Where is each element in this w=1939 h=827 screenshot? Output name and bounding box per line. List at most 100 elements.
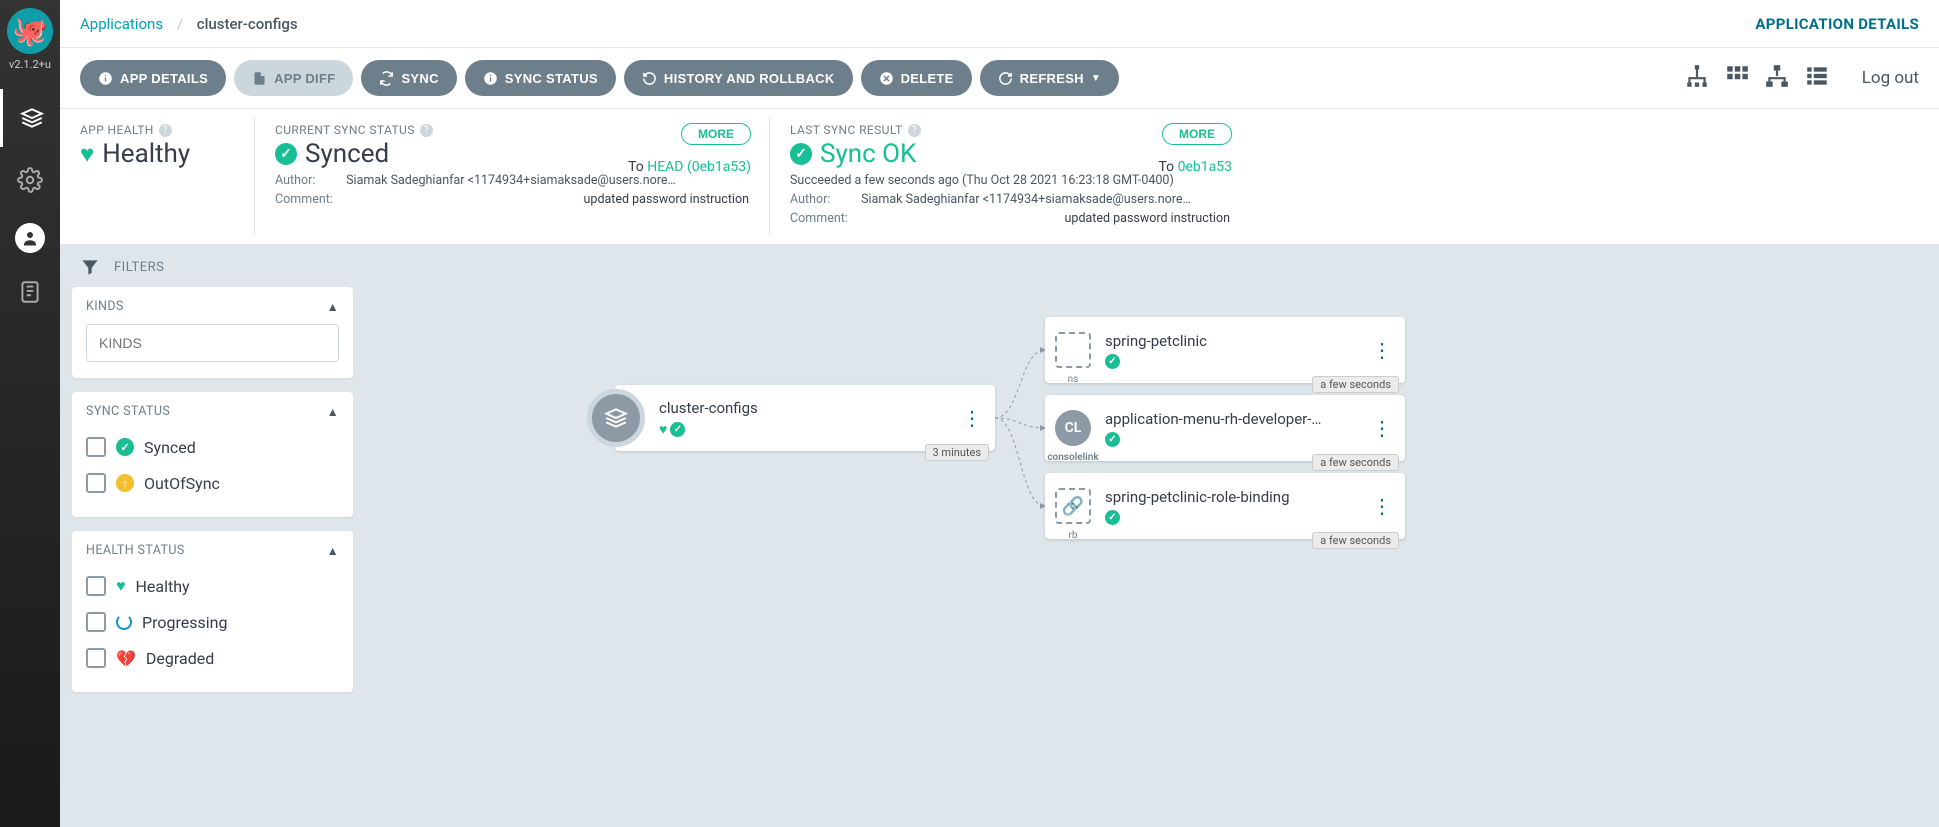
refresh-label: REFRESH bbox=[1020, 71, 1084, 86]
last-sync-label: LAST SYNC RESULT bbox=[790, 123, 903, 137]
delete-button[interactable]: DELETE bbox=[861, 60, 972, 96]
refresh-caret-icon: ▼ bbox=[1091, 73, 1101, 84]
child-node-age: a few seconds bbox=[1312, 454, 1399, 471]
filter-degraded-label: Degraded bbox=[146, 649, 214, 668]
filter-healthy-label: Healthy bbox=[136, 577, 190, 596]
filters-heading: FILTERS bbox=[114, 260, 164, 275]
help-icon[interactable]: ? bbox=[159, 124, 172, 137]
filter-card-sync-status: SYNC STATUS ▲ ✓ Synced ↑ OutOfSync bbox=[72, 392, 353, 517]
node-menu-button[interactable] bbox=[1358, 416, 1405, 440]
sync-to-prefix: To bbox=[628, 159, 644, 175]
child-node-age: a few seconds bbox=[1312, 376, 1399, 393]
check-icon: ✓ bbox=[1105, 510, 1120, 525]
version-label: v2.1.2+u bbox=[9, 58, 51, 71]
tree-root-node[interactable]: cluster-configs ♥ ✓ 3 minutes bbox=[615, 385, 995, 451]
app-details-button[interactable]: APP DETAILS bbox=[80, 60, 226, 96]
resource-tree-canvas[interactable]: cluster-configs ♥ ✓ 3 minutes ns spring-… bbox=[365, 245, 1939, 827]
last-sync-value: Sync OK bbox=[820, 139, 916, 169]
sync-author: Siamak Sadeghianfar <1174934+siamaksade@… bbox=[346, 173, 676, 188]
collapse-icon[interactable]: ▲ bbox=[327, 405, 339, 419]
node-menu-button[interactable] bbox=[1358, 494, 1405, 518]
app-diff-label: APP DIFF bbox=[274, 71, 335, 86]
refresh-button[interactable]: REFRESH ▼ bbox=[980, 60, 1119, 96]
app-details-label: APP DETAILS bbox=[120, 71, 208, 86]
filter-option-healthy[interactable]: ♥ Healthy bbox=[86, 568, 339, 604]
kind-icon: 🔗rb bbox=[1055, 488, 1091, 524]
help-icon[interactable]: ? bbox=[420, 124, 433, 137]
tree-child-node[interactable]: ns spring-petclinic ✓ a few seconds bbox=[1045, 317, 1405, 383]
nav-user-icon[interactable] bbox=[15, 223, 45, 253]
breadcrumb-root-link[interactable]: Applications bbox=[80, 15, 163, 33]
current-sync-value: Synced bbox=[305, 139, 389, 169]
kind-icon: CLconsolelink bbox=[1055, 410, 1091, 446]
last-sync-to-prefix: To bbox=[1158, 159, 1174, 175]
sync-to-ref[interactable]: HEAD (0eb1a53) bbox=[647, 159, 751, 175]
page-title: APPLICATION DETAILS bbox=[1755, 15, 1919, 33]
collapse-icon[interactable]: ▲ bbox=[327, 300, 339, 314]
child-node-title: application-menu-rh-developer-… bbox=[1105, 410, 1358, 428]
filter-card-kinds: KINDS ▲ bbox=[72, 287, 353, 378]
nav-docs-icon[interactable] bbox=[0, 263, 60, 321]
view-tree-icon[interactable] bbox=[1684, 63, 1710, 93]
view-list-icon[interactable] bbox=[1804, 63, 1830, 93]
last-sync-succeeded: Succeeded a few seconds ago (Thu Oct 28 … bbox=[790, 173, 1230, 188]
collapse-icon[interactable]: ▲ bbox=[327, 544, 339, 558]
history-rollback-button[interactable]: HISTORY AND ROLLBACK bbox=[624, 60, 853, 96]
check-icon: ✓ bbox=[670, 422, 685, 437]
filter-option-progressing[interactable]: Progressing bbox=[86, 604, 339, 640]
sync-comment-label: Comment: bbox=[275, 192, 343, 207]
app-icon bbox=[587, 389, 645, 447]
sync-status-button[interactable]: SYNC STATUS bbox=[465, 60, 616, 96]
filter-option-outofsync[interactable]: ↑ OutOfSync bbox=[86, 465, 339, 501]
node-menu-button[interactable] bbox=[1358, 338, 1405, 362]
last-sync-author-label: Author: bbox=[790, 192, 858, 207]
filter-progressing-label: Progressing bbox=[142, 613, 227, 632]
kind-icon: ns bbox=[1055, 332, 1091, 368]
logout-link[interactable]: Log out bbox=[1862, 68, 1919, 88]
check-icon: ✓ bbox=[1105, 354, 1120, 369]
help-icon[interactable]: ? bbox=[908, 124, 921, 137]
view-mode-switcher: Log out bbox=[1684, 63, 1919, 93]
filters-sidebar: FILTERS KINDS ▲ SYNC STATUS ▲ ✓ Synced bbox=[60, 245, 365, 827]
app-diff-button[interactable]: APP DIFF bbox=[234, 60, 353, 96]
heart-icon: ♥ bbox=[659, 421, 667, 438]
progressing-icon bbox=[116, 614, 132, 630]
view-grid-icon[interactable] bbox=[1724, 63, 1750, 93]
last-sync-to-ref[interactable]: 0eb1a53 bbox=[1178, 159, 1232, 175]
filter-kinds-input[interactable] bbox=[86, 324, 339, 362]
breadcrumb-separator: / bbox=[177, 15, 183, 33]
child-node-title: spring-petclinic-role-binding bbox=[1105, 488, 1358, 506]
last-sync-more-button[interactable]: MORE bbox=[1162, 123, 1232, 145]
view-network-icon[interactable] bbox=[1764, 63, 1790, 93]
checkbox[interactable] bbox=[86, 612, 106, 632]
nav-settings-icon[interactable] bbox=[0, 151, 60, 209]
check-icon: ✓ bbox=[1105, 432, 1120, 447]
filter-synced-label: Synced bbox=[144, 438, 196, 457]
nav-applications-icon[interactable] bbox=[0, 89, 60, 147]
checkbox[interactable] bbox=[86, 648, 106, 668]
checkbox[interactable] bbox=[86, 473, 106, 493]
sync-label: SYNC bbox=[401, 71, 438, 86]
sync-more-button[interactable]: MORE bbox=[681, 123, 751, 145]
argo-logo[interactable] bbox=[7, 8, 53, 54]
tree-child-node[interactable]: 🔗rb spring-petclinic-role-binding ✓ a fe… bbox=[1045, 473, 1405, 539]
outofsync-icon: ↑ bbox=[116, 474, 134, 492]
check-circle-icon: ✓ bbox=[275, 143, 297, 165]
filter-option-degraded[interactable]: 💔 Degraded bbox=[86, 640, 339, 676]
sync-button[interactable]: SYNC bbox=[361, 60, 456, 96]
filter-outofsync-label: OutOfSync bbox=[144, 474, 220, 493]
node-menu-button[interactable] bbox=[948, 406, 995, 430]
last-sync-block: LAST SYNC RESULT ? MORE ✓ Sync OK To 0eb… bbox=[770, 117, 1250, 236]
checkbox[interactable] bbox=[86, 576, 106, 596]
delete-label: DELETE bbox=[901, 71, 954, 86]
breadcrumb-bar: Applications / cluster-configs APPLICATI… bbox=[60, 0, 1939, 48]
filter-icon bbox=[80, 257, 100, 277]
tree-child-node[interactable]: CLconsolelink application-menu-rh-develo… bbox=[1045, 395, 1405, 461]
filter-card-health-status: HEALTH STATUS ▲ ♥ Healthy Progressing 💔 … bbox=[72, 531, 353, 692]
filter-option-synced[interactable]: ✓ Synced bbox=[86, 429, 339, 465]
sync-author-label: Author: bbox=[275, 173, 343, 188]
breadcrumb-current: cluster-configs bbox=[197, 15, 298, 33]
filter-sync-title: SYNC STATUS bbox=[86, 404, 170, 419]
checkbox[interactable] bbox=[86, 437, 106, 457]
history-rollback-label: HISTORY AND ROLLBACK bbox=[664, 71, 835, 86]
